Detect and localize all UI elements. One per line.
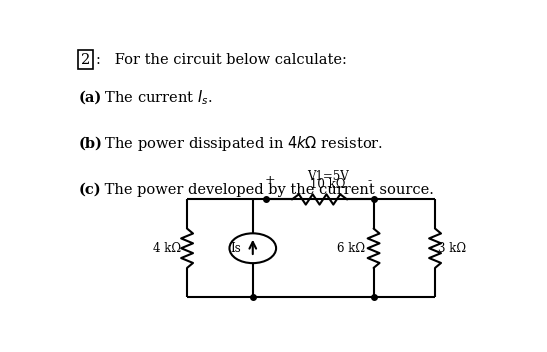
Text: Is: Is [230, 242, 241, 255]
Text: +: + [264, 174, 275, 187]
Text: The power developed by the current source.: The power developed by the current sourc… [100, 183, 434, 197]
Text: (a): (a) [79, 91, 102, 105]
Text: The current $I_s$.: The current $I_s$. [100, 88, 213, 107]
Text: -: - [367, 174, 371, 187]
Text: 2: 2 [81, 53, 90, 67]
Text: (c): (c) [79, 183, 102, 197]
Text: 10 kΩ: 10 kΩ [310, 178, 346, 191]
Text: :   For the circuit below calculate:: : For the circuit below calculate: [96, 53, 347, 67]
Text: V1=5V: V1=5V [307, 170, 349, 183]
Text: (b): (b) [79, 137, 103, 151]
Text: 3 kΩ: 3 kΩ [438, 242, 466, 255]
Text: The power dissipated in $4k\Omega$ resistor.: The power dissipated in $4k\Omega$ resis… [100, 134, 383, 153]
Text: 6 kΩ: 6 kΩ [337, 242, 365, 255]
Text: 4 kΩ: 4 kΩ [153, 242, 181, 255]
